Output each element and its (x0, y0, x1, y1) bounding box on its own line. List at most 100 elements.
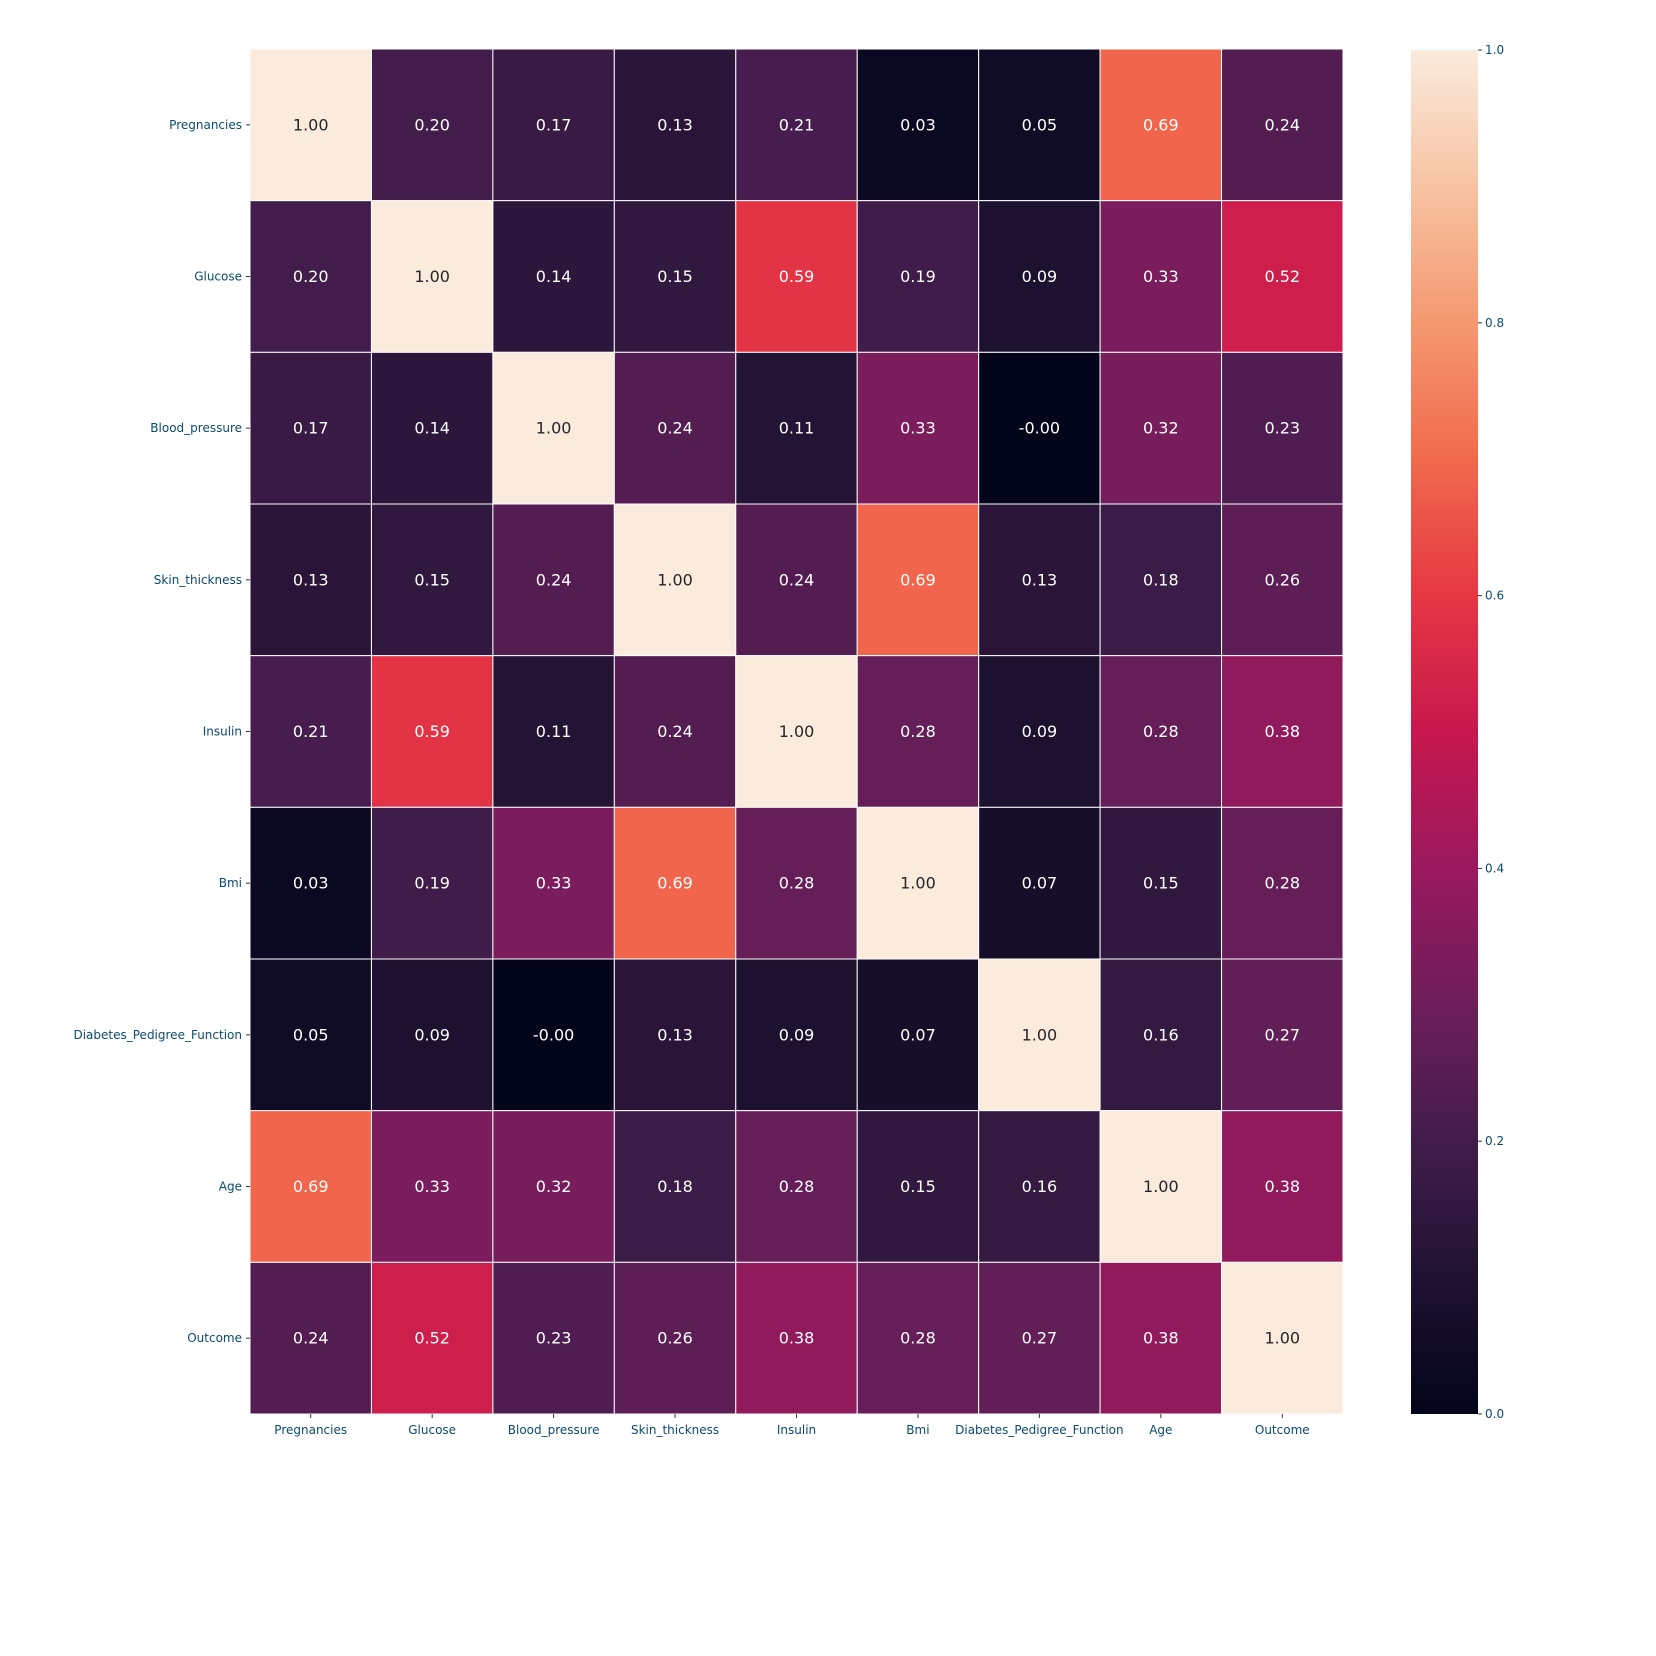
heatmap-cell-Outcome-Outcome (1221, 1261, 1344, 1415)
cell-value-label: 0.18 (1143, 570, 1179, 589)
cell-value-label: 0.24 (1264, 115, 1300, 134)
x-tick-label: Pregnancies (274, 1423, 347, 1437)
heatmap-cell-Pregnancies-Age (1099, 48, 1223, 202)
heatmap-cell-Diabetes_Pedigree_Function-Pregnancies (249, 958, 372, 1112)
cell-value-label: 0.32 (1143, 419, 1179, 438)
heatmap-cell-Age-Pregnancies (249, 1110, 372, 1263)
heatmap-cells (249, 48, 1344, 1415)
y-tick-label: Insulin (203, 725, 242, 739)
heatmap-cell-Age-Blood_pressure (492, 1110, 615, 1263)
cell-value-label: 0.38 (1264, 1177, 1300, 1196)
heatmap-cell-Bmi-Blood_pressure (492, 806, 615, 960)
cell-value-label: 0.15 (657, 267, 693, 286)
heatmap-cell-Blood_pressure-Glucose (370, 351, 494, 505)
cell-value-label: 0.05 (293, 1025, 329, 1044)
cell-value-label: 0.15 (414, 570, 450, 589)
cell-value-label: 0.09 (779, 1025, 815, 1044)
heatmap-cell-Diabetes_Pedigree_Function-Insulin (735, 958, 858, 1112)
cell-value-label: 0.11 (536, 722, 572, 741)
heatmap-cell-Age-Age (1099, 1110, 1223, 1263)
cell-value-label: 0.11 (779, 419, 815, 438)
heatmap-cell-Outcome-Diabetes_Pedigree_Function (978, 1261, 1101, 1415)
cell-value-label: 1.00 (900, 874, 936, 893)
heatmap-cell-Insulin-Glucose (370, 655, 494, 808)
cell-value-label: 0.28 (779, 874, 815, 893)
x-tick-label: Outcome (1255, 1423, 1310, 1437)
cell-value-label: 0.14 (536, 267, 572, 286)
heatmap-cell-Pregnancies-Blood_pressure (492, 48, 615, 202)
x-tick-label: Diabetes_Pedigree_Function (955, 1423, 1124, 1437)
heatmap-cell-Pregnancies-Bmi (856, 48, 980, 202)
cell-value-label: 0.28 (900, 722, 936, 741)
cell-value-label: 0.09 (1022, 722, 1058, 741)
cell-value-label: 0.28 (1143, 722, 1179, 741)
cell-value-label: 0.38 (1143, 1329, 1179, 1348)
y-tick-label: Blood_pressure (150, 421, 242, 435)
heatmap-cell-Insulin-Outcome (1221, 655, 1344, 808)
cell-value-label: 0.24 (657, 419, 693, 438)
x-tick-label: Age (1149, 1423, 1172, 1437)
cell-value-label: 0.17 (536, 115, 572, 134)
heatmap-cell-Skin_thickness-Skin_thickness (613, 503, 737, 657)
cell-value-label: 0.03 (900, 115, 936, 134)
heatmap-cell-Bmi-Age (1099, 806, 1223, 960)
x-tick-label: Glucose (408, 1423, 456, 1437)
cell-value-label: 0.21 (293, 722, 329, 741)
y-tick-label: Glucose (194, 270, 242, 284)
heatmap-cell-Skin_thickness-Outcome (1221, 503, 1344, 657)
cell-value-label: 0.26 (657, 1329, 693, 1348)
heatmap-cell-Bmi-Pregnancies (249, 806, 372, 960)
cell-value-label: 0.33 (900, 419, 936, 438)
cell-value-label: -0.00 (1019, 419, 1060, 438)
heatmap-cell-Skin_thickness-Age (1099, 503, 1223, 657)
heatmap-cell-Blood_pressure-Insulin (735, 351, 858, 505)
x-tick-label: Blood_pressure (508, 1423, 600, 1437)
cell-value-label: 0.09 (1022, 267, 1058, 286)
heatmap-cell-Glucose-Bmi (856, 200, 980, 353)
cell-value-label: 0.52 (414, 1329, 450, 1348)
cell-value-label: 0.59 (779, 267, 815, 286)
x-tick-label: Bmi (906, 1423, 929, 1437)
heatmap-cell-Pregnancies-Glucose (370, 48, 494, 202)
colorbar-tick-label: 0.8 (1485, 316, 1504, 330)
cell-value-label: 0.23 (1264, 419, 1300, 438)
cell-value-label: 0.05 (1022, 115, 1058, 134)
y-axis: Pregnancies Glucose Blood_pressure Skin_thi… (73, 118, 250, 1345)
cell-value-label: 0.59 (414, 722, 450, 741)
cell-value-label: 0.69 (1143, 115, 1179, 134)
cell-value-label: 0.16 (1143, 1025, 1179, 1044)
cell-value-label: 1.00 (657, 570, 693, 589)
cell-value-label: 0.69 (900, 570, 936, 589)
heatmap-cell-labels: 1.00 0.20 0.17 0.13 0.21 0.03 0.05 0.69 0.24 0.20… (293, 115, 1300, 1347)
heatmap-cell-Blood_pressure-Blood_pressure (492, 351, 615, 505)
heatmap-cell-Bmi-Glucose (370, 806, 494, 960)
cell-value-label: 0.17 (293, 419, 329, 438)
heatmap-cell-Skin_thickness-Pregnancies (249, 503, 372, 657)
cell-value-label: 0.28 (900, 1329, 936, 1348)
y-tick-label: Diabetes_Pedigree_Function (73, 1028, 242, 1042)
cell-value-label: 0.28 (779, 1177, 815, 1196)
cell-value-label: 0.27 (1022, 1329, 1058, 1348)
cell-value-label: 1.00 (779, 722, 815, 741)
heatmap-cell-Glucose-Diabetes_Pedigree_Function (978, 200, 1101, 353)
cell-value-label: 0.33 (414, 1177, 450, 1196)
cell-value-label: 0.19 (900, 267, 936, 286)
heatmap-cell-Insulin-Bmi (856, 655, 980, 808)
heatmap-cell-Pregnancies-Pregnancies (249, 48, 372, 202)
heatmap-cell-Glucose-Skin_thickness (613, 200, 737, 353)
cell-value-label: 0.21 (779, 115, 815, 134)
heatmap-cell-Blood_pressure-Skin_thickness (613, 351, 737, 505)
heatmap-cell-Blood_pressure-Pregnancies (249, 351, 372, 505)
cell-value-label: 0.24 (779, 570, 815, 589)
cell-value-label: 0.24 (536, 570, 572, 589)
heatmap-cell-Insulin-Blood_pressure (492, 655, 615, 808)
cell-value-label: 0.07 (1022, 874, 1058, 893)
heatmap-cell-Age-Insulin (735, 1110, 858, 1263)
colorbar-tick-label: 1.0 (1485, 43, 1504, 57)
heatmap-cell-Bmi-Outcome (1221, 806, 1344, 960)
cell-value-label: 1.00 (414, 267, 450, 286)
heatmap-cell-Outcome-Glucose (370, 1261, 494, 1415)
cell-value-label: 0.33 (536, 874, 572, 893)
x-tick-label: Insulin (777, 1423, 816, 1437)
